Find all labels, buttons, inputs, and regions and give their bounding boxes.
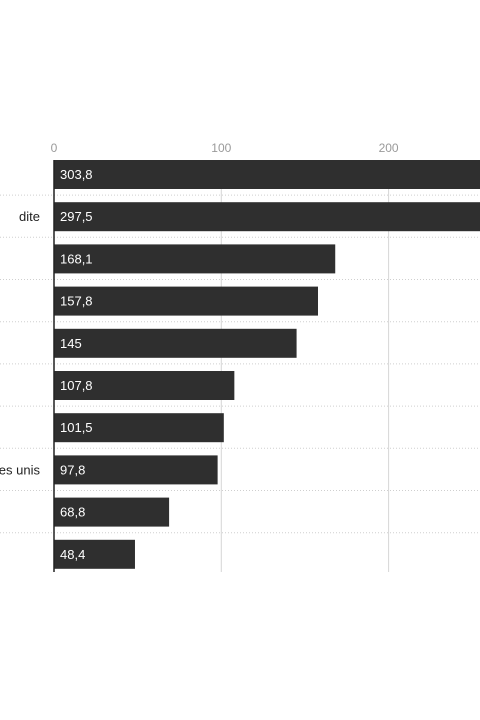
bar-value-label: 48,4: [60, 547, 85, 562]
bar-value-label: 68,8: [60, 505, 85, 520]
bar-value-label: 107,8: [60, 378, 93, 393]
category-label: dite: [19, 209, 40, 224]
bar: [54, 160, 480, 189]
bar-value-label: 303,8: [60, 167, 93, 182]
bar: [54, 328, 297, 358]
bar-value-label: 145: [60, 336, 82, 351]
bar-value-label: 97,8: [60, 462, 85, 477]
bar: [54, 539, 135, 569]
x-tick-label: 0: [51, 141, 58, 155]
bar: [54, 286, 318, 316]
bar-value-label: 168,1: [60, 251, 93, 266]
bar: [54, 244, 336, 274]
bar: [54, 413, 224, 443]
x-tick-label: 100: [211, 141, 231, 155]
bar-value-label: 157,8: [60, 294, 93, 309]
bar: [54, 497, 170, 527]
category-label: es unis: [0, 462, 40, 477]
bar: [54, 202, 480, 232]
bar-value-label: 101,5: [60, 420, 93, 435]
bar-value-label: 297,5: [60, 209, 93, 224]
x-tick-label: 200: [379, 141, 399, 155]
bar: [54, 371, 235, 400]
bar: [54, 455, 218, 485]
